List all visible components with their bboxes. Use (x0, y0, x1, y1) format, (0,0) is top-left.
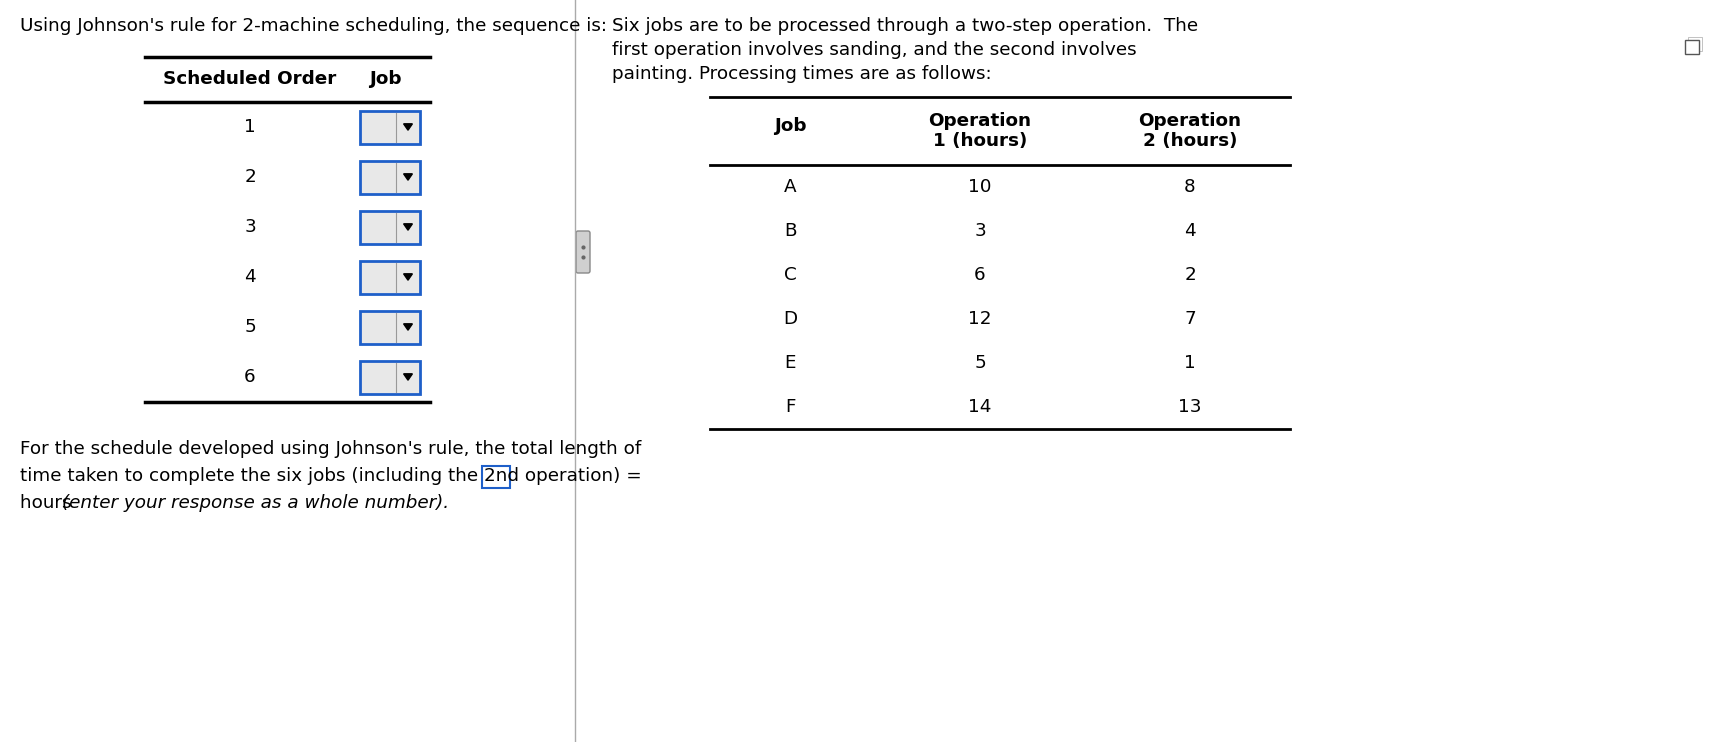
Text: 1: 1 (245, 118, 256, 136)
Text: 5: 5 (245, 318, 256, 336)
Text: F: F (785, 398, 795, 416)
Polygon shape (404, 324, 412, 330)
Bar (361, 111, 421, 143)
Bar (1684, 40, 1700, 54)
Bar (482, 466, 510, 488)
Bar (1688, 37, 1701, 51)
Text: E: E (785, 354, 795, 372)
Text: Job: Job (773, 117, 805, 135)
Text: 2: 2 (1183, 266, 1195, 284)
Text: 8: 8 (1185, 178, 1195, 196)
Text: 2: 2 (245, 168, 256, 186)
Text: 14: 14 (968, 398, 992, 416)
Text: Scheduled Order: Scheduled Order (164, 70, 337, 88)
Text: time taken to complete the six jobs (including the 2nd operation) =: time taken to complete the six jobs (inc… (21, 467, 641, 485)
Polygon shape (404, 374, 412, 380)
Text: first operation involves sanding, and the second involves: first operation involves sanding, and th… (612, 41, 1137, 59)
Text: 12: 12 (968, 310, 992, 328)
Text: Operation: Operation (929, 112, 1031, 130)
Polygon shape (404, 124, 412, 130)
Bar (361, 310, 421, 344)
Text: 4: 4 (245, 268, 256, 286)
Bar (361, 160, 421, 194)
Text: 6: 6 (975, 266, 985, 284)
Text: 2 (hours): 2 (hours) (1142, 132, 1238, 150)
Bar (361, 211, 421, 243)
Bar (361, 310, 421, 344)
Bar (361, 260, 421, 294)
Bar (361, 361, 421, 393)
Text: 4: 4 (1185, 222, 1195, 240)
Bar (361, 211, 421, 243)
Bar (361, 361, 421, 393)
Text: A: A (783, 178, 797, 196)
Text: Job: Job (369, 70, 402, 88)
Text: B: B (783, 222, 797, 240)
Text: For the schedule developed using Johnson's rule, the total length of: For the schedule developed using Johnson… (21, 440, 641, 458)
Text: 13: 13 (1178, 398, 1202, 416)
Text: D: D (783, 310, 797, 328)
FancyBboxPatch shape (576, 231, 590, 273)
Text: 1: 1 (1183, 354, 1195, 372)
Text: Operation: Operation (1139, 112, 1241, 130)
Polygon shape (404, 174, 412, 180)
Bar (361, 160, 421, 194)
Bar (361, 111, 421, 143)
Text: 10: 10 (968, 178, 992, 196)
Text: 7: 7 (1183, 310, 1195, 328)
Polygon shape (404, 224, 412, 230)
Text: Using Johnson's rule for 2-machine scheduling, the sequence is:: Using Johnson's rule for 2-machine sched… (21, 17, 607, 35)
Text: (enter your response as a whole number).: (enter your response as a whole number). (62, 494, 450, 512)
Text: 5: 5 (975, 354, 987, 372)
Text: painting. Processing times are as follows:: painting. Processing times are as follow… (612, 65, 992, 83)
Text: 1 (hours): 1 (hours) (934, 132, 1028, 150)
Text: 3: 3 (245, 218, 256, 236)
Text: Six jobs are to be processed through a two-step operation.  The: Six jobs are to be processed through a t… (612, 17, 1199, 35)
Polygon shape (404, 274, 412, 280)
Bar (482, 466, 510, 488)
Text: hours: hours (21, 494, 77, 512)
Bar (361, 260, 421, 294)
Text: 6: 6 (245, 368, 256, 386)
Text: C: C (783, 266, 797, 284)
Text: 3: 3 (975, 222, 987, 240)
